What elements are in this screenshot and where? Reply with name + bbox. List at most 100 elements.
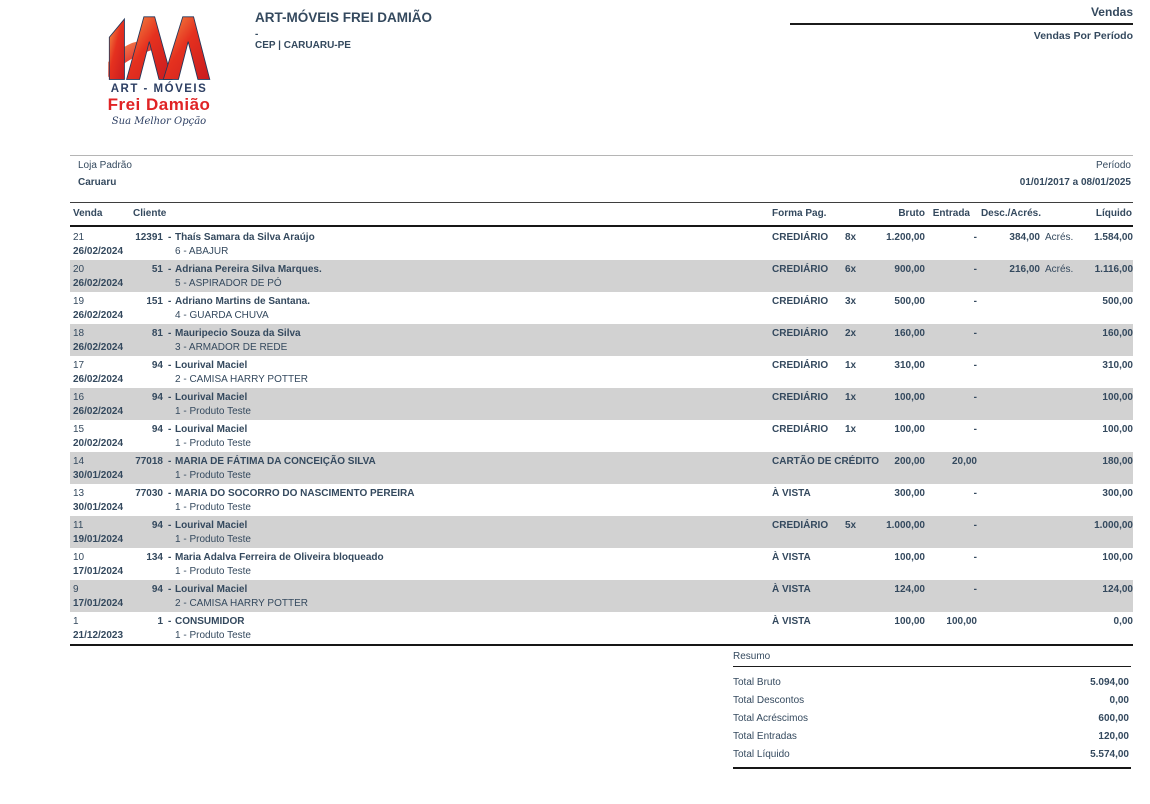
dash-separator: - (168, 296, 172, 307)
module-title: Vendas (790, 5, 1133, 25)
dash-separator: - (168, 264, 172, 275)
summary-row: Total Bruto 5.094,00 (733, 674, 1131, 692)
logo-name: ART - MÓVEIS (110, 83, 208, 95)
client-code: 94 (151, 520, 163, 531)
gross-value: 124,00 (894, 584, 925, 595)
dash-separator: - (168, 424, 172, 435)
down-payment-value: - (973, 296, 977, 307)
col-venda: Venda (73, 208, 103, 219)
product-item: 4 - GUARDA CHUVA (175, 310, 269, 321)
period-value: 01/01/2017 a 08/01/2025 (1019, 177, 1131, 188)
client-code: 77030 (135, 488, 163, 499)
dash-separator: - (168, 488, 172, 499)
down-payment-value: - (973, 552, 977, 563)
client-name: MARIA DE FÁTIMA DA CONCEIÇÃO SILVA (175, 456, 376, 467)
client-name: Thaís Samara da Silva Araújo (175, 232, 315, 243)
report-title: Vendas Por Período (1033, 30, 1133, 42)
gross-value: 100,00 (894, 552, 925, 563)
client-code: 12391 (135, 232, 163, 243)
sale-number: 20 (73, 264, 85, 275)
down-payment-value: - (973, 488, 977, 499)
net-value: 180,00 (1102, 456, 1133, 467)
gross-value: 160,00 (894, 328, 925, 339)
company-location: CEP | CARUARU-PE (255, 40, 351, 51)
client-code: 94 (151, 424, 163, 435)
dash-separator: - (168, 360, 172, 371)
sale-date: 26/02/2024 (73, 246, 124, 257)
installments: 5x (845, 520, 857, 531)
sale-date: 20/02/2024 (73, 438, 124, 449)
dash-separator: - (168, 616, 172, 627)
table-row: 13 30/01/2024 77030- MARIA DO SOCORRO DO NA… (70, 484, 1133, 516)
installments: 8x (845, 232, 857, 243)
client-name: Mauripecio Souza da Silva (175, 328, 301, 339)
col-desc-acres: Desc./Acrés. (980, 208, 1041, 219)
payment-method: CREDIÁRIO (772, 520, 829, 531)
sales-table: 21 26/02/2024 12391 - Thaís Samara da Silva … (70, 228, 1133, 644)
down-payment-value: - (973, 520, 977, 531)
installments: 3x (845, 296, 857, 307)
sale-date: 26/02/2024 (73, 278, 124, 289)
sale-date: 21/12/2023 (73, 630, 124, 641)
surcharge-type-label: Acrés. (1045, 232, 1074, 243)
col-cliente: Cliente (133, 208, 167, 219)
net-value: 124,00 (1102, 584, 1133, 595)
period-label: Período (1095, 160, 1131, 171)
sale-number: 21 (73, 232, 85, 243)
dash-separator: - (168, 392, 172, 403)
down-payment-value: - (973, 264, 977, 275)
sale-date: 17/01/2024 (73, 598, 124, 609)
client-code: 51 (151, 264, 163, 275)
summary-section: Total Bruto 5.094,00 Total Descontos 0,00 To… (733, 674, 1131, 764)
down-payment-value: - (973, 392, 977, 403)
summary-label: Total Descontos (733, 695, 805, 706)
table-row: 11 19/01/2024 94- Lourival Maciel 1 - Produt… (70, 516, 1133, 548)
net-value: 1.000,00 (1094, 520, 1133, 531)
sale-number: 14 (73, 456, 85, 467)
summary-row: Total Acréscimos 600,00 (733, 710, 1131, 728)
product-item: 1 - Produto Teste (175, 406, 251, 417)
store-label: Loja Padrão (78, 160, 132, 171)
sale-number: 18 (73, 328, 85, 339)
sale-date: 26/02/2024 (73, 406, 124, 417)
installments: 1x (845, 424, 857, 435)
client-name: Lourival Maciel (175, 392, 248, 403)
client-name: Lourival Maciel (175, 360, 248, 371)
table-row: 21 26/02/2024 12391- Thaís Samara da Silva … (70, 228, 1133, 260)
table-row: 16 26/02/2024 94- Lourival Maciel 1 - Produt… (70, 388, 1133, 420)
client-code: 81 (151, 328, 163, 339)
sale-number: 10 (73, 552, 85, 563)
client-code: 77018 (135, 456, 163, 467)
gross-value: 100,00 (894, 616, 925, 627)
gross-value: 100,00 (894, 392, 925, 403)
gross-value: 200,00 (894, 456, 925, 467)
table-row: 9 17/01/2024 94- Lourival Maciel 2 - CAMISA … (70, 580, 1133, 612)
product-item: 1 - Produto Teste (175, 630, 251, 641)
table-row: 18 26/02/2024 81- Mauripecio Souza da Silva… (70, 324, 1133, 356)
summary-value: 5.574,00 (1090, 749, 1129, 760)
sale-number: 15 (73, 424, 85, 435)
table-row: 10 17/01/2024 134- Maria Adalva Ferreira de… (70, 548, 1133, 580)
net-value: 1.116,00 (1094, 264, 1133, 275)
client-name: Adriana Pereira Silva Marques. (175, 264, 322, 275)
client-name: Lourival Maciel (175, 584, 248, 595)
client-name: Maria Adalva Ferreira de Oliveira bloque… (175, 552, 384, 563)
net-value: 1.584,00 (1094, 232, 1133, 243)
dash-separator: - (168, 584, 172, 595)
payment-method: CREDIÁRIO (772, 360, 829, 371)
col-forma-pag: Forma Pag. (772, 208, 827, 219)
payment-method: CREDIÁRIO (772, 232, 829, 243)
summary-title: Resumo (733, 651, 771, 662)
discount-surcharge-value: 384,00 (1009, 232, 1040, 243)
product-item: 1 - Produto Teste (175, 438, 251, 449)
sale-number: 16 (73, 392, 85, 403)
payment-method: CREDIÁRIO (772, 328, 829, 339)
summary-label: Total Entradas (733, 731, 797, 742)
col-bruto: Bruto (898, 208, 925, 219)
company-address: - (255, 29, 259, 40)
col-entrada: Entrada (932, 208, 970, 219)
down-payment-value: - (973, 424, 977, 435)
summary-value: 5.094,00 (1090, 677, 1129, 688)
product-item: 2 - CAMISA HARRY POTTER (175, 374, 308, 385)
dash-separator: - (168, 520, 172, 531)
